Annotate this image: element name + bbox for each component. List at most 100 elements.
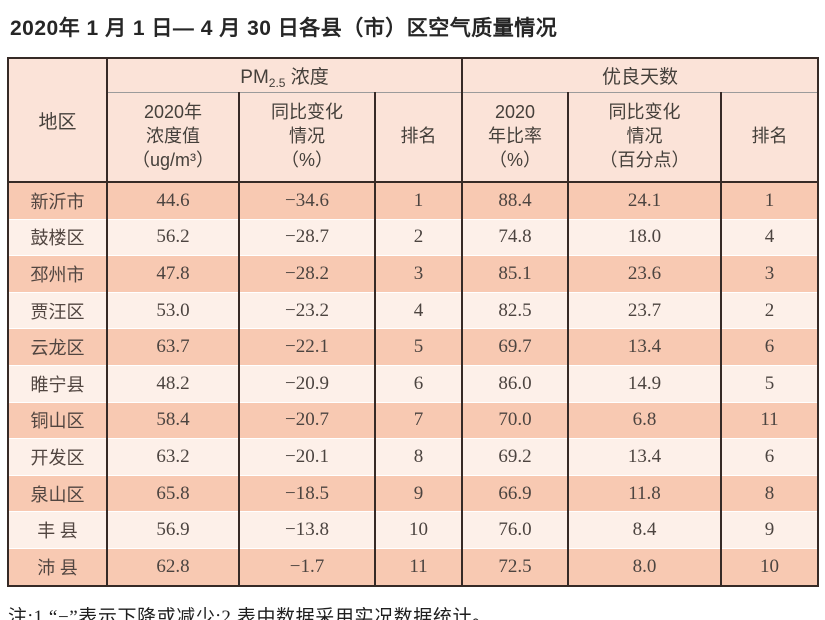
table-row: 鼓楼区 56.2 −28.7 2 74.8 18.0 4 <box>7 218 819 256</box>
rate-value-cell: 70.0 <box>461 401 568 439</box>
region-cell: 云龙区 <box>7 328 107 366</box>
table-row: 新沂市 44.6 −34.6 1 88.4 24.1 1 <box>7 181 819 220</box>
rate-rank-cell: 5 <box>719 364 819 403</box>
rate-value-cell: 69.7 <box>461 328 568 366</box>
rate-value-cell: 69.2 <box>461 438 568 476</box>
rate-change-cell: 23.6 <box>567 255 721 293</box>
rate-change-cell: 11.8 <box>567 474 721 512</box>
pm25-value-cell: 44.6 <box>106 181 239 220</box>
pm25-rank-cell: 1 <box>374 181 462 220</box>
table-row: 丰 县 56.9 −13.8 10 76.0 8.4 9 <box>7 511 819 549</box>
pm25-rank-cell: 2 <box>374 218 462 256</box>
header-line: 情况 <box>289 126 325 147</box>
rate-change-cell: 14.9 <box>567 364 721 403</box>
rate-value-cell: 82.5 <box>461 291 568 329</box>
table-row: 泉山区 65.8 −18.5 9 66.9 11.8 8 <box>7 474 819 512</box>
rate-value-cell: 74.8 <box>461 218 568 256</box>
pm25-change-column-header: 同比变化 情况 （%） <box>238 92 375 183</box>
rate-change-column-header: 同比变化 情况 （百分点） <box>567 92 721 183</box>
table-row: 开发区 63.2 −20.1 8 69.2 13.4 6 <box>7 438 819 476</box>
table-body: 新沂市 44.6 −34.6 1 88.4 24.1 1 鼓楼区 56.2 −28.7 2 74.8 1… <box>7 181 819 586</box>
rate-change-cell: 13.4 <box>567 328 721 366</box>
pm25-change-cell: −20.9 <box>238 364 375 403</box>
pm25-value-cell: 65.8 <box>106 474 239 512</box>
pm25-value-cell: 56.9 <box>106 511 239 549</box>
pm25-change-cell: −34.6 <box>238 181 375 220</box>
pm25-label-prefix: PM <box>240 66 269 88</box>
pm25-change-cell: −13.8 <box>238 511 375 549</box>
air-quality-table: 地区 PM2.5 浓度 优良天数 2020年 浓度值 （ug/m³） 同比变化 … <box>7 57 820 587</box>
header-line: 浓度值 <box>146 126 200 147</box>
rate-value-cell: 85.1 <box>461 255 568 293</box>
header-line: 同比变化 <box>271 102 343 123</box>
header-line: 年比率 <box>488 126 542 147</box>
rate-value-column-header: 2020 年比率 （%） <box>461 92 568 183</box>
header-line: 同比变化 <box>608 102 681 123</box>
pm25-group-header: PM2.5 浓度 <box>106 58 462 93</box>
header-line: 情况 <box>626 126 663 147</box>
pm25-value-cell: 58.4 <box>106 401 239 439</box>
sub-header-row: 2020年 浓度值 （ug/m³） 同比变化 情况 （%） 排名 2020 年比… <box>8 92 819 183</box>
rate-rank-cell: 6 <box>719 438 819 476</box>
region-cell: 泉山区 <box>7 474 107 512</box>
pm25-value-cell: 48.2 <box>106 364 239 403</box>
pm25-value-cell: 63.7 <box>106 328 239 366</box>
region-cell: 鼓楼区 <box>7 218 107 256</box>
rate-value-cell: 76.0 <box>461 511 568 549</box>
table-row: 云龙区 63.7 −22.1 5 69.7 13.4 6 <box>7 328 819 366</box>
pm25-change-cell: −1.7 <box>238 547 375 586</box>
pm25-rank-cell: 11 <box>374 547 462 586</box>
region-cell: 睢宁县 <box>7 364 107 403</box>
rate-rank-cell: 6 <box>719 328 819 366</box>
table-row: 贾汪区 53.0 −23.2 4 82.5 23.7 2 <box>7 291 819 329</box>
pm25-change-cell: −23.2 <box>238 291 375 329</box>
region-cell: 邳州市 <box>7 255 107 293</box>
region-cell: 铜山区 <box>7 401 107 439</box>
pm25-change-cell: −28.7 <box>238 218 375 256</box>
pm25-change-cell: −20.7 <box>238 401 375 439</box>
region-cell: 沛 县 <box>7 547 107 586</box>
rate-change-cell: 6.8 <box>567 401 721 439</box>
pm25-change-cell: −20.1 <box>238 438 375 476</box>
rate-change-cell: 24.1 <box>567 181 721 220</box>
pm25-rank-cell: 5 <box>374 328 462 366</box>
pm25-rank-cell: 10 <box>374 511 462 549</box>
pm25-rank-cell: 6 <box>374 364 462 403</box>
pm25-value-cell: 62.8 <box>106 547 239 586</box>
rate-rank-cell: 8 <box>719 474 819 512</box>
rate-change-cell: 8.4 <box>567 511 721 549</box>
pm25-change-cell: −18.5 <box>238 474 375 512</box>
page-title: 2020年 1 月 1 日— 4 月 30 日各县（市）区空气质量情况 <box>10 17 558 40</box>
pm25-label-subscript: 2.5 <box>268 75 286 90</box>
rate-value-cell: 86.0 <box>461 364 568 403</box>
table-row: 沛 县 62.8 −1.7 11 72.5 8.0 10 <box>7 547 819 586</box>
table-row: 邳州市 47.8 −28.2 3 85.1 23.6 3 <box>7 255 819 293</box>
rate-change-cell: 23.7 <box>567 291 721 329</box>
pm25-rank-cell: 9 <box>374 474 462 512</box>
pm25-rank-cell: 3 <box>374 255 462 293</box>
rate-rank-cell: 10 <box>719 547 819 586</box>
table-row: 铜山区 58.4 −20.7 7 70.0 6.8 11 <box>7 401 819 439</box>
header-line: 排名 <box>751 126 788 147</box>
pm25-value-column-header: 2020年 浓度值 （ug/m³） <box>106 92 239 183</box>
pm25-rank-cell: 4 <box>374 291 462 329</box>
rate-change-cell: 8.0 <box>567 547 721 586</box>
pm25-change-cell: −28.2 <box>238 255 375 293</box>
header-line: （ug/m³） <box>131 149 214 170</box>
region-cell: 新沂市 <box>7 181 107 220</box>
pm25-value-cell: 53.0 <box>106 291 239 329</box>
rate-value-cell: 88.4 <box>461 181 568 220</box>
table-header: 地区 PM2.5 浓度 优良天数 2020年 浓度值 （ug/m³） 同比变化 … <box>7 58 819 183</box>
good-days-group-header: 优良天数 <box>460 58 819 93</box>
header-line: （百分点） <box>599 149 690 170</box>
rate-rank-cell: 11 <box>719 401 819 439</box>
pm25-rank-cell: 8 <box>374 438 462 476</box>
pm25-change-cell: −22.1 <box>238 328 375 366</box>
rate-rank-cell: 2 <box>719 291 819 329</box>
header-line: （%） <box>488 149 541 170</box>
pm25-rank-column-header: 排名 <box>374 92 462 183</box>
header-line: 2020年 <box>143 102 203 123</box>
pm25-value-cell: 63.2 <box>106 438 239 476</box>
header-line: （%） <box>280 149 333 170</box>
